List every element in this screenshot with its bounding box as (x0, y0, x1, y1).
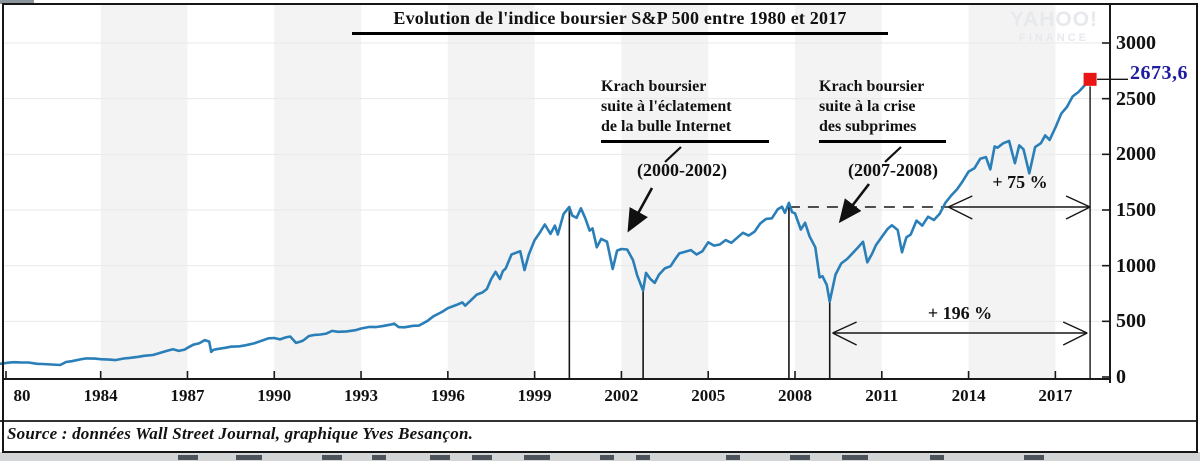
gain-arrowhead (1065, 195, 1091, 208)
gain-196-percent-label: + 196 % (927, 303, 993, 323)
last-value-label: 2673,6 (1130, 62, 1188, 84)
screenshot-edge-artifact (0, 0, 34, 4)
subprime-crash-arrow (838, 183, 871, 224)
background-band (795, 5, 882, 379)
cropped-content-mark (726, 455, 740, 460)
x-tick-label: 2017 (1038, 386, 1073, 405)
yahoo-finance-watermark: YAHOO! FINANCE (1002, 9, 1106, 44)
gain-arrowhead (1062, 321, 1088, 334)
annotation-line: suite à la crise (819, 98, 916, 115)
annotation-subprime-crash: Krach boursier suite à la crise des subp… (819, 77, 946, 143)
gain-arrowhead (832, 332, 857, 346)
cropped-content-mark (790, 455, 810, 460)
gain-75-percent-label: + 75 % (992, 172, 1048, 192)
cropped-content-mark (472, 455, 492, 460)
cropped-content-mark (1024, 455, 1044, 460)
cropped-content-mark (600, 455, 614, 460)
annotation-slash (664, 146, 682, 163)
last-value-marker (1083, 72, 1097, 86)
annotation-line: suite à l'éclatement (601, 98, 732, 115)
gain-arrowhead (832, 321, 857, 334)
annotation-line: Krach boursier (601, 78, 707, 95)
source-caption: Source : données Wall Street Journal, gr… (7, 424, 474, 443)
y-tick-label: 2000 (1116, 143, 1156, 166)
cropped-content-mark (322, 455, 342, 460)
cropped-bottom-strip (0, 452, 1200, 461)
x-tick-label: 2005 (691, 386, 726, 405)
gain-arrowhead (1062, 332, 1088, 346)
x-tick-label: 1999 (517, 386, 552, 405)
cropped-content-mark (372, 455, 386, 460)
annotation-slash (884, 146, 902, 163)
annotation-line: Krach boursier (819, 78, 925, 95)
background-band (968, 5, 1056, 379)
sp500-price-line (0, 78, 1092, 367)
gain-arrowhead (948, 195, 973, 208)
cropped-content-mark (430, 455, 450, 460)
x-tick-label: 1996 (430, 386, 465, 405)
x-tick-label: 2014 (951, 386, 986, 405)
x-tick-label: 2002 (604, 386, 639, 405)
annotation-subprime-period: (2007-2008) (848, 160, 938, 180)
cropped-content-mark (930, 455, 944, 460)
annotation-internet-bubble-period: (2000-2002) (637, 160, 727, 180)
x-tick-label: 2008 (778, 386, 812, 405)
background-band (100, 5, 188, 379)
yahoo-logo-text: YAHOO! (1009, 8, 1099, 31)
annotation-line: des subprimes (819, 118, 917, 135)
internet-crash-arrow (627, 187, 654, 233)
y-tick-label: 3000 (1116, 32, 1156, 54)
annotation-internet-bubble-crash: Krach boursier suite à l'éclatement de l… (601, 77, 769, 143)
y-tick-label: 500 (1116, 310, 1146, 333)
finance-logo-text: FINANCE (1019, 32, 1089, 44)
cropped-content-mark (636, 455, 650, 460)
background-band (274, 5, 362, 379)
gain-arrowhead (1065, 206, 1091, 220)
y-tick-label: 1000 (1116, 254, 1156, 277)
x-tick-label: 80 (13, 386, 31, 405)
x-tick-label: 1984 (83, 386, 118, 405)
x-tick-label: 2011 (865, 386, 899, 405)
chart-title: Evolution de l'indice boursier S&P 500 e… (352, 8, 888, 35)
cropped-content-mark (842, 455, 868, 460)
cropped-content-mark (236, 455, 262, 460)
x-tick-label: 1990 (257, 386, 292, 405)
cropped-content-mark (524, 455, 550, 460)
gain-arrowhead (948, 206, 973, 220)
cropped-content-mark (178, 455, 198, 460)
x-tick-label: 1993 (344, 386, 379, 405)
annotation-line: de la bulle Internet (601, 118, 732, 135)
y-tick-label: 2500 (1116, 87, 1156, 110)
y-tick-label: 1500 (1116, 199, 1156, 221)
x-tick-label: 1987 (170, 386, 205, 405)
y-tick-label: 0 (1116, 366, 1126, 388)
background-band (447, 5, 535, 379)
background-band (621, 5, 709, 379)
